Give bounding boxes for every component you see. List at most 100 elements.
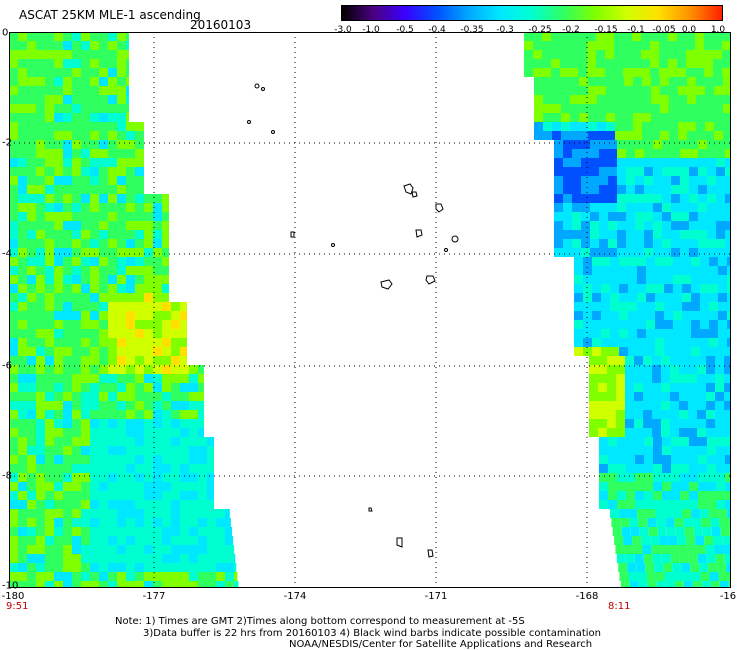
swath-cell bbox=[54, 437, 63, 446]
swath-cell bbox=[108, 50, 117, 59]
swath-cell bbox=[662, 185, 671, 194]
swath-cell bbox=[99, 104, 108, 113]
swath-cell bbox=[626, 212, 635, 221]
swath-cell bbox=[644, 176, 653, 185]
swath-cell bbox=[574, 347, 583, 356]
swath-cell bbox=[626, 194, 635, 203]
swath-cell bbox=[644, 158, 653, 167]
swath-cell bbox=[54, 383, 63, 392]
swath-cell bbox=[579, 95, 588, 104]
swath-cell bbox=[54, 302, 63, 311]
swath-cell bbox=[587, 50, 596, 59]
swath-cell bbox=[36, 149, 45, 158]
swath-cell bbox=[81, 563, 90, 572]
swath-cell bbox=[135, 509, 144, 518]
swath-cell bbox=[563, 140, 572, 149]
swath-cell bbox=[614, 536, 624, 545]
swath-cell bbox=[628, 311, 637, 320]
swath-cell bbox=[677, 32, 686, 41]
swath-cell bbox=[599, 203, 608, 212]
swath-cell bbox=[81, 329, 90, 338]
swath-cell bbox=[45, 221, 54, 230]
swath-cell bbox=[99, 374, 108, 383]
swath-cell bbox=[674, 581, 684, 588]
swath-cell bbox=[81, 185, 90, 194]
swath-cell bbox=[117, 212, 126, 221]
swath-cell bbox=[144, 554, 153, 563]
island-outline bbox=[435, 203, 444, 213]
swath-cell bbox=[707, 230, 716, 239]
swath-cell bbox=[18, 158, 27, 167]
swath-cell bbox=[700, 275, 709, 284]
swath-cell bbox=[579, 86, 588, 95]
swath-cell bbox=[639, 527, 649, 536]
swath-cell bbox=[691, 311, 700, 320]
swath-cell bbox=[9, 50, 18, 59]
swath-cell bbox=[680, 455, 689, 464]
swath-cell bbox=[634, 410, 643, 419]
swath-cell bbox=[653, 464, 662, 473]
swath-cell bbox=[700, 329, 709, 338]
swath-cell bbox=[144, 437, 153, 446]
swath-cell bbox=[126, 428, 135, 437]
swath-cell bbox=[54, 257, 63, 266]
swath-cell bbox=[63, 428, 72, 437]
swath-cell bbox=[45, 419, 54, 428]
swath-cell bbox=[561, 95, 570, 104]
swath-cell bbox=[671, 221, 680, 230]
swath-cell bbox=[709, 266, 718, 275]
swath-cell bbox=[126, 410, 135, 419]
swath-cell bbox=[198, 527, 207, 536]
swath-cell bbox=[709, 347, 718, 356]
swath-cell bbox=[719, 581, 729, 588]
swath-cell bbox=[691, 338, 700, 347]
swath-cell bbox=[662, 158, 671, 167]
swath-cell bbox=[680, 437, 689, 446]
swath-cell bbox=[705, 95, 714, 104]
swath-cell bbox=[688, 410, 697, 419]
swath-cell bbox=[9, 239, 18, 248]
swath-cell bbox=[36, 329, 45, 338]
swath-cell bbox=[72, 113, 81, 122]
swath-cell bbox=[616, 410, 625, 419]
swath-cell bbox=[570, 131, 579, 140]
swath-cell bbox=[27, 572, 36, 581]
swath-cell bbox=[644, 140, 653, 149]
swath-cell bbox=[198, 500, 207, 509]
swath-cell bbox=[664, 572, 674, 581]
swath-cell bbox=[45, 41, 54, 50]
swath-cell bbox=[560, 68, 569, 77]
swath-cell bbox=[99, 275, 108, 284]
swath-cell bbox=[72, 581, 81, 588]
swath-cell bbox=[560, 50, 569, 59]
swath-cell bbox=[108, 248, 117, 257]
swath-cell bbox=[643, 374, 652, 383]
swath-cell bbox=[610, 320, 619, 329]
swath-cell bbox=[54, 140, 63, 149]
swath-cell bbox=[81, 230, 90, 239]
swath-cell bbox=[63, 536, 72, 545]
swath-cell bbox=[673, 311, 682, 320]
swath-cell bbox=[27, 437, 36, 446]
swath-cell bbox=[646, 572, 656, 581]
swath-cell bbox=[671, 239, 680, 248]
swath-cell bbox=[117, 104, 126, 113]
swath-cell bbox=[709, 572, 719, 581]
swath-cell bbox=[698, 464, 707, 473]
swath-cell bbox=[18, 266, 27, 275]
swath-cell bbox=[686, 536, 696, 545]
swath-cell bbox=[99, 356, 108, 365]
swath-cell bbox=[72, 473, 81, 482]
swath-cell bbox=[661, 374, 670, 383]
swath-cell bbox=[72, 275, 81, 284]
swath-cell bbox=[117, 563, 126, 572]
swath-cell bbox=[673, 257, 682, 266]
swath-cell bbox=[144, 482, 153, 491]
swath-cell bbox=[617, 149, 626, 158]
swath-cell bbox=[671, 149, 680, 158]
swath-cell bbox=[725, 167, 731, 176]
swath-cell bbox=[653, 167, 662, 176]
swath-cell bbox=[715, 392, 724, 401]
swath-cell bbox=[707, 194, 716, 203]
swath-cell bbox=[689, 248, 698, 257]
